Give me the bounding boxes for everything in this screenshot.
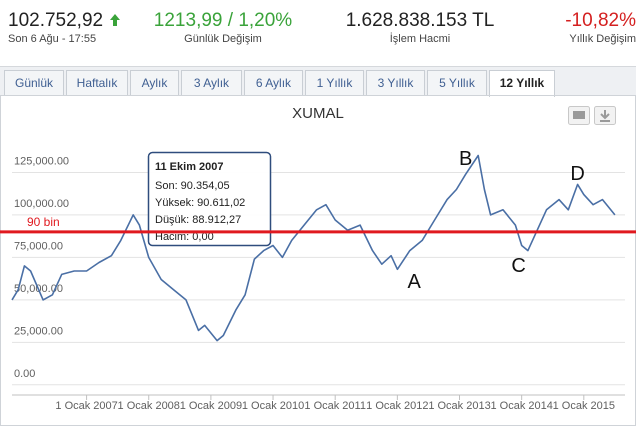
stat-label: Günlük Değişim <box>184 33 262 45</box>
stat: 102.752,92 Son 6 Ağu - 17:55 <box>8 10 128 45</box>
tab[interactable]: 5 Yıllık <box>427 70 487 96</box>
stat: -10,82% Yıllık Değişim <box>540 10 636 45</box>
tab[interactable]: 3 Yıllık <box>366 70 425 96</box>
y-tick-label: 0.00 <box>14 368 35 380</box>
tab[interactable]: 6 Aylık <box>244 70 303 96</box>
up-arrow <box>103 10 121 31</box>
tooltip-line: Hacim: 0,00 <box>155 231 214 243</box>
reference-label: 90 bin <box>27 215 60 229</box>
tab[interactable]: 1 Yıllık <box>305 70 364 96</box>
annotation: B <box>459 148 472 170</box>
tab[interactable]: Haftalık <box>66 70 128 96</box>
stat-value: 102.752,92 <box>8 10 128 32</box>
x-tick-label: 1 Ocak 2013 <box>428 400 490 412</box>
tab-bar: Günlük Haftalık Aylık 3 Aylık 6 Aylık 1 Yıllı… <box>0 66 636 97</box>
tooltip-line: Düşük: 88.912,27 <box>155 214 241 226</box>
price-line <box>11 154 616 342</box>
y-tick-label: 25,000.00 <box>14 325 63 337</box>
tab[interactable]: 12 Yıllık <box>489 70 555 97</box>
stat-value: -10,82% <box>565 10 636 31</box>
x-tick-label: 1 Ocak 2014 <box>490 400 552 412</box>
tooltip-line: Son: 90.354,05 <box>155 180 230 192</box>
y-tick-label: 75,000.00 <box>14 240 63 252</box>
tab[interactable]: 3 Aylık <box>181 70 242 96</box>
tab[interactable]: Aylık <box>130 70 179 96</box>
stat-label: Yıllık Değişim <box>569 33 636 45</box>
chart-panel <box>0 95 636 426</box>
x-tick-label: 1 Ocak 2008 <box>118 400 180 412</box>
stat-value: 1.628.838.153 TL <box>345 10 495 31</box>
annotation: A <box>407 271 421 293</box>
x-tick-label: 1 Ocak 2009 <box>180 400 242 412</box>
tooltip-title: 11 Ekim 2007 <box>155 161 224 173</box>
tab[interactable]: Günlük <box>4 70 64 96</box>
x-tick-label: 1 Ocak 2011 <box>304 400 366 412</box>
y-tick-label: 100,000.00 <box>14 198 69 210</box>
annotation: D <box>570 163 584 185</box>
stat: 1213,99 / 1,20% Günlük Değişim <box>148 10 298 45</box>
x-tick-label: 1 Ocak 2012 <box>366 400 428 412</box>
x-tick-label: 1 Ocak 2015 <box>553 400 615 412</box>
stat-value: 1213,99 / 1,20% <box>153 10 293 31</box>
x-tick-label: 1 Ocak 2010 <box>242 400 304 412</box>
x-tick-label: 1 Ocak 2007 <box>55 400 117 412</box>
y-tick-label: 125,000.00 <box>14 155 69 167</box>
tooltip-line: Yüksek: 90.611,02 <box>155 197 245 209</box>
stat: 1.628.838.153 TL İşlem Hacmi <box>330 10 510 45</box>
tooltip: 11 Ekim 2007 Son: 90.354,05 Yüksek: 90.6… <box>147 151 272 247</box>
stat-label: Son 6 Ağu - 17:55 <box>8 33 97 45</box>
chart-title: XUMAL <box>292 105 344 122</box>
stat-label: İşlem Hacmi <box>389 33 451 45</box>
print-button[interactable] <box>568 106 590 125</box>
annotation: C <box>511 255 525 277</box>
download-button[interactable] <box>594 106 616 125</box>
